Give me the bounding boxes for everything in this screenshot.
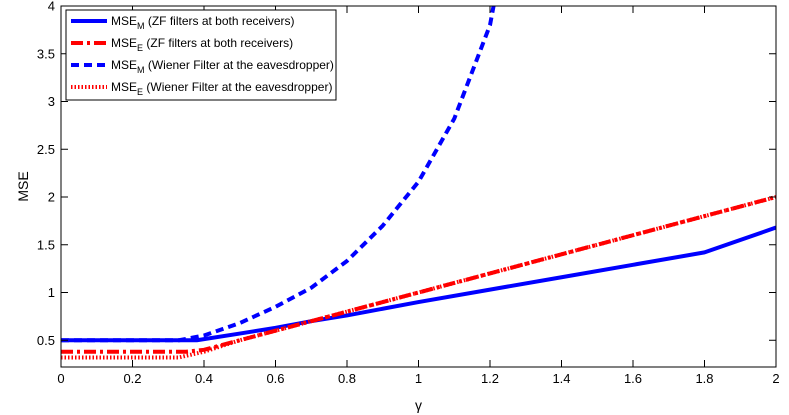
legend-entry-base: MSE xyxy=(111,58,137,72)
legend-entry-text: (ZF filters at both receivers) xyxy=(143,36,293,50)
legend-entry-subscript: M xyxy=(137,21,145,31)
y-tick-label: 1 xyxy=(48,285,55,300)
x-tick-label: 1.8 xyxy=(695,371,713,386)
legend-entry-subscript: E xyxy=(137,43,143,53)
x-tick-label: 0.2 xyxy=(123,371,141,386)
x-tick-label: 0.4 xyxy=(195,371,213,386)
series-line-4 xyxy=(61,195,776,360)
legend-entry-text: (Wiener Filter at the eavesdropper) xyxy=(143,80,332,94)
legend-entry-2: MSEE (ZF filters at both receivers) xyxy=(111,36,293,53)
x-tick-label: 1 xyxy=(415,371,422,386)
legend-entry-text: (Wiener Filter at the eavesdropper) xyxy=(145,58,334,72)
y-axis-label: MSE xyxy=(15,171,31,201)
legend: MSEM (ZF filters at both receivers)MSEE … xyxy=(65,9,337,101)
series-layer xyxy=(61,6,776,360)
legend-entry-base: MSE xyxy=(111,36,137,50)
ticks-layer: 0 0.2 0.4 0.6 0.8 1 1.2 1.4 1.6 1.8 2 0.5 1 1.5 2 2.5 3 3… xyxy=(37,0,780,386)
legend-entry-base: MSE xyxy=(111,14,137,28)
legend-entry-4: MSEE (Wiener Filter at the eavesdropper) xyxy=(111,80,332,97)
x-axis-label: γ xyxy=(415,397,422,413)
legend-entry-1: MSEM (ZF filters at both receivers) xyxy=(111,14,295,31)
x-tick-label: 1.6 xyxy=(624,371,642,386)
x-tick-label: 2 xyxy=(772,371,779,386)
y-tick-label: 3.5 xyxy=(37,46,55,61)
y-tick-label: 1.5 xyxy=(37,237,55,252)
legend-entry-subscript: E xyxy=(137,87,143,97)
legend-entry-base: MSE xyxy=(111,80,137,94)
x-tick-label: 0.8 xyxy=(338,371,356,386)
legend-entry-text: (ZF filters at both receivers) xyxy=(145,14,295,28)
series-line-1 xyxy=(61,225,776,343)
y-tick-label: 3 xyxy=(48,94,55,109)
x-tick-label: 0 xyxy=(57,371,64,386)
y-tick-label: 2.5 xyxy=(37,142,55,157)
y-tick-label: 0.5 xyxy=(37,333,55,348)
x-tick-label: 0.6 xyxy=(266,371,284,386)
y-tick-label: 2 xyxy=(48,190,55,205)
x-tick-label: 1.4 xyxy=(552,371,570,386)
legend-box xyxy=(65,9,337,101)
y-tick-label: 4 xyxy=(48,0,55,14)
x-tick-label: 1.2 xyxy=(481,371,499,386)
series-line-3 xyxy=(61,6,496,343)
legend-entry-subscript: M xyxy=(137,65,145,75)
legend-entry-3: MSEM (Wiener Filter at the eavesdropper) xyxy=(111,58,334,75)
